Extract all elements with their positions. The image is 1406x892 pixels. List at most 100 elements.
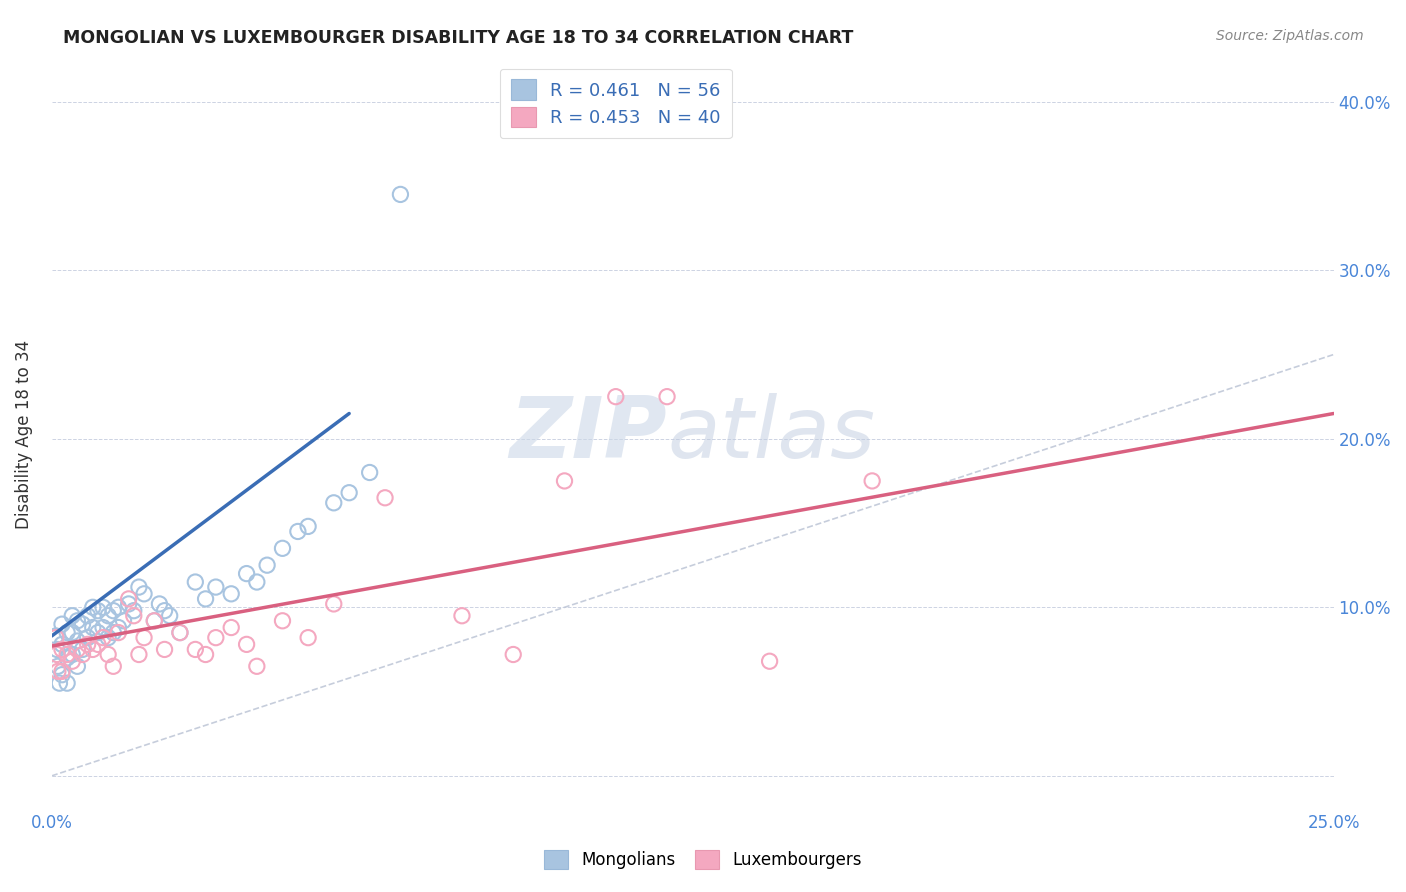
Point xyxy=(66,659,89,673)
Point xyxy=(205,580,228,594)
Point xyxy=(91,600,114,615)
Point xyxy=(169,625,191,640)
Point xyxy=(337,485,360,500)
Point xyxy=(46,665,69,679)
Point xyxy=(103,604,125,618)
Point xyxy=(91,621,114,635)
Point xyxy=(51,637,73,651)
Point xyxy=(51,667,73,681)
Point xyxy=(758,654,780,668)
Legend: R = 0.461   N = 56, R = 0.453   N = 40: R = 0.461 N = 56, R = 0.453 N = 40 xyxy=(501,69,731,138)
Point xyxy=(128,648,150,662)
Point xyxy=(655,390,678,404)
Point xyxy=(51,617,73,632)
Point xyxy=(51,642,73,657)
Point xyxy=(122,608,145,623)
Point xyxy=(107,621,129,635)
Point xyxy=(128,580,150,594)
Point xyxy=(87,625,110,640)
Point xyxy=(297,519,319,533)
Point xyxy=(56,676,79,690)
Point xyxy=(271,541,294,556)
Point xyxy=(148,597,170,611)
Point xyxy=(153,604,176,618)
Point xyxy=(56,648,79,662)
Point xyxy=(143,614,166,628)
Point xyxy=(205,631,228,645)
Point xyxy=(169,625,191,640)
Point xyxy=(97,608,120,623)
Point xyxy=(159,608,181,623)
Point xyxy=(118,597,141,611)
Point xyxy=(374,491,396,505)
Legend: Mongolians, Luxembourgers: Mongolians, Luxembourgers xyxy=(534,840,872,880)
Point xyxy=(103,659,125,673)
Point xyxy=(76,637,98,651)
Point xyxy=(46,659,69,673)
Point xyxy=(72,617,94,632)
Point xyxy=(45,648,67,662)
Point xyxy=(107,600,129,615)
Point xyxy=(235,566,257,581)
Point xyxy=(60,648,83,662)
Y-axis label: Disability Age 18 to 34: Disability Age 18 to 34 xyxy=(15,340,32,529)
Point xyxy=(553,474,575,488)
Point xyxy=(322,597,344,611)
Text: ZIP: ZIP xyxy=(509,393,666,476)
Point xyxy=(502,648,524,662)
Point xyxy=(184,574,207,589)
Point xyxy=(48,676,70,690)
Point xyxy=(51,665,73,679)
Point xyxy=(605,390,627,404)
Point xyxy=(56,651,79,665)
Point xyxy=(91,631,114,645)
Point xyxy=(184,642,207,657)
Point xyxy=(56,625,79,640)
Point xyxy=(60,654,83,668)
Point xyxy=(194,591,217,606)
Point xyxy=(219,621,242,635)
Point xyxy=(132,631,155,645)
Point xyxy=(118,591,141,606)
Point xyxy=(256,558,278,573)
Point xyxy=(359,466,381,480)
Point xyxy=(97,648,120,662)
Point xyxy=(132,587,155,601)
Point xyxy=(246,659,269,673)
Text: atlas: atlas xyxy=(666,393,875,476)
Point xyxy=(389,187,412,202)
Point xyxy=(76,631,98,645)
Point xyxy=(143,614,166,628)
Point xyxy=(322,496,344,510)
Point xyxy=(451,608,474,623)
Point xyxy=(72,648,94,662)
Point xyxy=(87,637,110,651)
Point xyxy=(271,614,294,628)
Text: Source: ZipAtlas.com: Source: ZipAtlas.com xyxy=(1216,29,1364,43)
Point xyxy=(45,629,67,643)
Point xyxy=(60,608,83,623)
Point xyxy=(107,625,129,640)
Point xyxy=(66,634,89,648)
Text: MONGOLIAN VS LUXEMBOURGER DISABILITY AGE 18 TO 34 CORRELATION CHART: MONGOLIAN VS LUXEMBOURGER DISABILITY AGE… xyxy=(63,29,853,46)
Point xyxy=(153,642,176,657)
Point xyxy=(860,474,883,488)
Point xyxy=(66,614,89,628)
Point xyxy=(246,574,269,589)
Point xyxy=(76,608,98,623)
Point xyxy=(60,625,83,640)
Point xyxy=(82,642,104,657)
Point xyxy=(297,631,319,645)
Point xyxy=(219,587,242,601)
Point xyxy=(122,604,145,618)
Point xyxy=(72,642,94,657)
Point xyxy=(45,631,67,645)
Point xyxy=(112,614,135,628)
Point xyxy=(194,648,217,662)
Point xyxy=(103,625,125,640)
Point xyxy=(45,642,67,657)
Point xyxy=(87,604,110,618)
Point xyxy=(82,621,104,635)
Point xyxy=(235,637,257,651)
Point xyxy=(287,524,309,539)
